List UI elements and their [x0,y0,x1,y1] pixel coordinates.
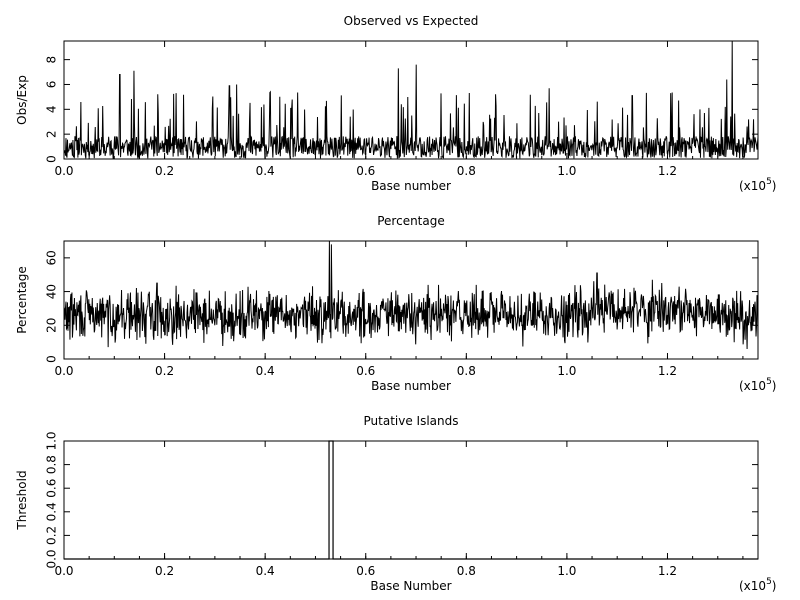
y-axis-label: Percentage [15,266,29,334]
x-tick-label: 0.4 [256,564,275,578]
x-tick-label: 0.0 [54,164,73,178]
y-axis-label: Obs/Exp [15,75,29,125]
x-tick-label: 1.0 [557,164,576,178]
x-axis-multiplier: (x105) [739,377,776,393]
island-marker [64,440,758,560]
x-axis-label: Base Number [370,579,451,593]
x-tick-label: 0.2 [155,164,174,178]
x-tick-label: 1.2 [658,364,677,378]
plot-frame [63,440,759,560]
y-tick-label: 0.6 [45,479,59,498]
series-line [63,240,759,350]
y-tick-label: 40 [45,284,59,299]
x-tick-label: 0.8 [457,564,476,578]
x-tick-label: 1.0 [557,564,576,578]
y-tick-label: 0 [45,355,59,363]
x-tick-label: 0.6 [356,164,375,178]
x-tick-label: 1.2 [658,164,677,178]
x-tick-label: 0.6 [356,564,375,578]
x-tick-label: 0.2 [155,364,174,378]
chart-panel-2: Percentage 0.0 0.2 0.4 0.6 0.8 1.0 1.2 0 20 40 60 Ba… [15,214,776,393]
chart-panel-3: Putative Islands 0.0 0.2 0.4 0.6 0.8 1.0 1.2 0.0… [15,414,776,593]
x-axis-label: Base number [371,179,451,193]
x-tick-label: 0.8 [457,364,476,378]
x-tick-label: 1.2 [658,564,677,578]
y-tick-label: 0 [45,155,59,163]
y-tick-label: 6 [45,81,59,89]
x-axis-multiplier: (x105) [739,577,776,593]
y-tick-label: 2 [45,130,59,138]
y-tick-label: 8 [45,56,59,64]
chart-title: Observed vs Expected [344,14,479,28]
plot-frame [63,240,759,360]
x-tick-label: 0.4 [256,164,275,178]
y-tick-label: 60 [45,250,59,265]
x-tick-label: 0.0 [54,564,73,578]
series-line [63,40,759,160]
x-tick-label: 0.8 [457,164,476,178]
x-axis-multiplier: (x105) [739,177,776,193]
y-axis-label: Threshold [15,470,29,530]
x-tick-label: 0.4 [256,364,275,378]
x-tick-label: 0.6 [356,364,375,378]
x-tick-label: 0.2 [155,564,174,578]
y-tick-label: 0.2 [45,526,59,545]
y-tick-label: 0.8 [45,455,59,474]
y-tick-label: 1.0 [45,431,59,450]
y-tick-label: 4 [45,105,59,113]
plot-frame [63,40,759,160]
chart-title: Putative Islands [364,414,459,428]
x-tick-label: 1.0 [557,364,576,378]
x-axis-label: Base number [371,379,451,393]
x-tick-label: 0.0 [54,364,73,378]
y-tick-label: 0.4 [45,502,59,521]
y-tick-label: 0.0 [45,549,59,568]
y-tick-label: 20 [45,318,59,333]
chart-panel-1: Observed vs Expected 0.0 0.2 0.4 0.6 0.8 1.0 1.… [15,14,776,193]
chart-title: Percentage [377,214,445,228]
